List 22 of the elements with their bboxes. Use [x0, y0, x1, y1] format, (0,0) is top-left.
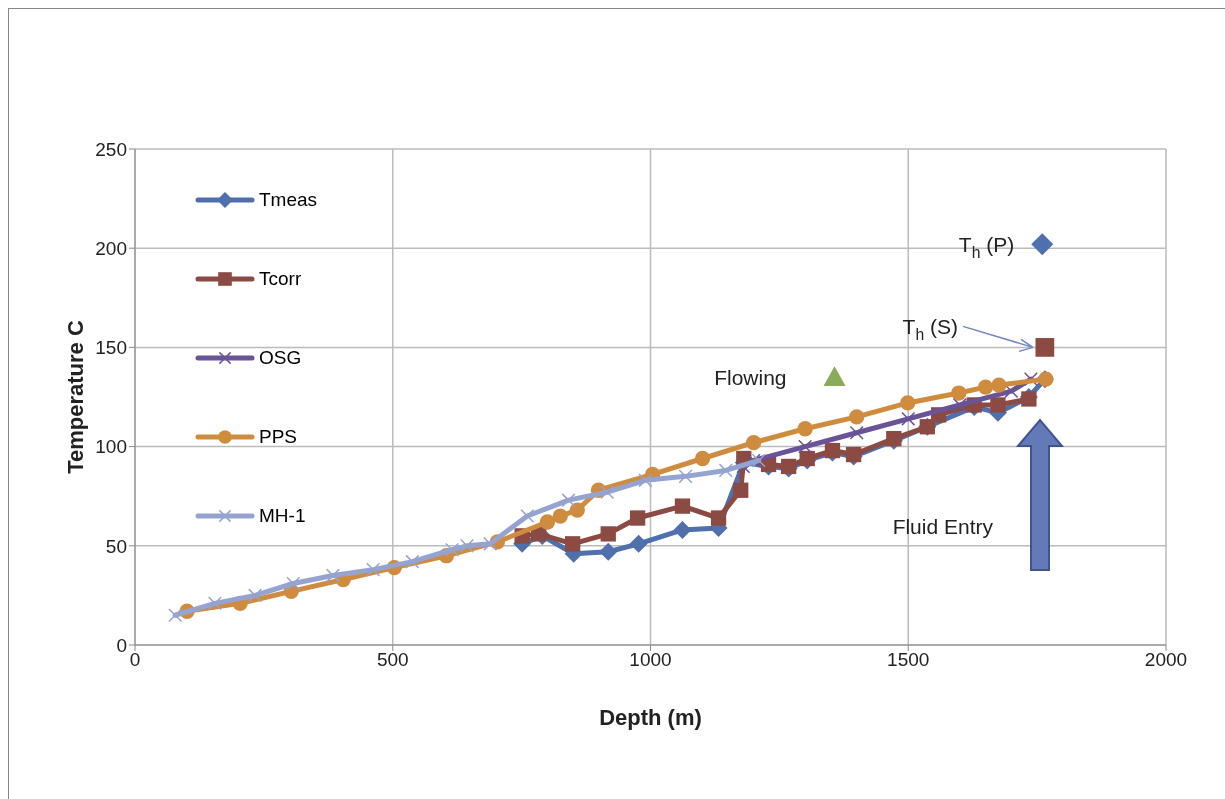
legend-label: PPS: [259, 426, 298, 448]
y-tick-label: 200: [95, 237, 127, 259]
legend-label: OSG: [259, 347, 302, 369]
y-tick-label: 100: [95, 436, 127, 458]
y-tick-label: 50: [105, 535, 127, 557]
y-tick-label: 250: [95, 138, 127, 160]
legend-label: Tcorr: [259, 268, 302, 290]
x-tick-label: 1000: [629, 649, 672, 671]
y-tick-label: 150: [95, 337, 127, 359]
x-tick-label: 500: [376, 649, 409, 671]
x-tick-label: 1500: [887, 649, 930, 671]
annotation: T$_{h}$ (S): [902, 314, 958, 344]
x-axis-title: Depth (m): [599, 705, 702, 730]
legend-label: MH-1: [259, 505, 306, 527]
legend-label: Tmeas: [259, 189, 318, 211]
y-axis-title: Temperature C: [62, 320, 88, 474]
annotation: Flowing: [714, 365, 787, 389]
x-tick-label: 2000: [1144, 649, 1188, 671]
x-tick-label: 0: [129, 649, 141, 671]
y-tick-label: 0: [116, 634, 127, 656]
annotation: Fluid Entry: [892, 514, 994, 538]
annotation: T$_{h}$ (P): [958, 232, 1015, 262]
